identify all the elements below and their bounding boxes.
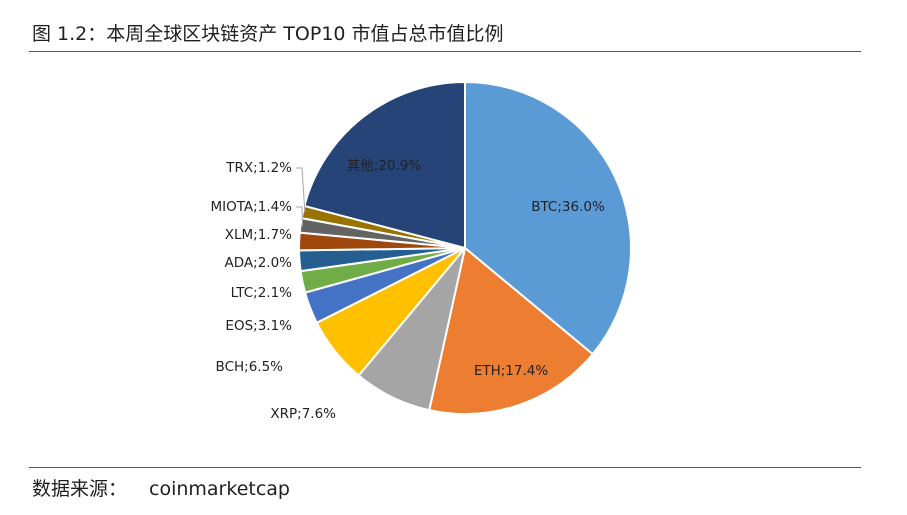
data-label-eos: EOS;3.1% (225, 318, 292, 334)
pie-slice-eth (428, 246, 595, 415)
data-label-btc: BTC;36.0% (531, 199, 605, 215)
data-labels: BTC;36.0% ETH;17.4% XRP;7.6% BCH;6.5% EOS;3.… (210, 158, 605, 422)
figure-title: 图 1.2：本周全球区块链资产 TOP10 市值占总市值比例 (32, 23, 504, 45)
source-note: 数据来源： coinmarketcap (32, 477, 290, 501)
data-label-miota: MIOTA;1.4% (210, 199, 292, 215)
source-rule (29, 467, 861, 468)
pie-slice-other (303, 80, 466, 250)
pie-slice-btc (464, 80, 633, 356)
leader-line-miota (296, 206, 303, 226)
data-label-xlm: XLM;1.7% (225, 227, 292, 243)
data-label-ada: ADA;2.0% (225, 255, 293, 271)
data-label-trx: TRX;1.2% (225, 160, 292, 176)
data-label-other: 其他;20.9% (347, 158, 422, 174)
data-label-xrp: XRP;7.6% (270, 406, 336, 422)
source-label: 数据来源： (32, 478, 128, 500)
leader-lines (296, 167, 306, 226)
leader-line-trx (296, 167, 306, 213)
pie-slices (298, 80, 633, 415)
title-rule (29, 51, 861, 52)
source-value: coinmarketcap (149, 478, 290, 500)
data-label-ltc: LTC;2.1% (231, 285, 293, 301)
data-label-bch: BCH;6.5% (216, 359, 284, 375)
data-label-eth: ETH;17.4% (474, 363, 549, 379)
